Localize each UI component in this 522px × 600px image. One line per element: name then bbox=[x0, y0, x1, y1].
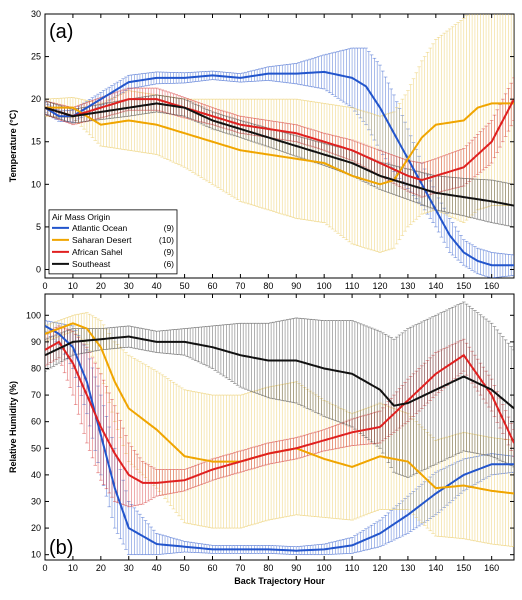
x-tick-label: 100 bbox=[317, 563, 332, 573]
x-tick-label: 30 bbox=[124, 563, 134, 573]
y-tick-label: 60 bbox=[31, 417, 41, 427]
y-tick-label: 15 bbox=[31, 137, 41, 147]
y-tick-label: 50 bbox=[31, 443, 41, 453]
x-tick-label: 50 bbox=[180, 281, 190, 291]
x-tick-label: 60 bbox=[207, 563, 217, 573]
y-tick-label: 5 bbox=[36, 222, 41, 232]
x-tick-label: 100 bbox=[317, 281, 332, 291]
panel-b-relative-humidity: 0 10 20 30 40 50 60 70 80 90 100 110 120 130 140 150 160… bbox=[8, 293, 515, 586]
x-tick-label: 150 bbox=[456, 281, 471, 291]
series-line-southeast bbox=[45, 335, 514, 410]
x-tick-label: 160 bbox=[484, 563, 499, 573]
x-tick-label: 120 bbox=[372, 281, 387, 291]
x-tick-label: 10 bbox=[68, 281, 78, 291]
x-tick-label: 150 bbox=[456, 563, 471, 573]
x-tick-label: 130 bbox=[400, 563, 415, 573]
y-tick-label: 0 bbox=[36, 264, 41, 274]
legend-entry-label: Saharan Desert bbox=[72, 235, 132, 245]
legend-title: Air Mass Origin bbox=[52, 212, 110, 222]
y-tick-label: 25 bbox=[31, 52, 41, 62]
plot-area bbox=[45, 14, 514, 278]
x-tick-label: 80 bbox=[263, 281, 273, 291]
y-axis-label: Temperature (°C) bbox=[8, 110, 18, 182]
y-tick-label: 40 bbox=[31, 470, 41, 480]
y-tick-label: 20 bbox=[31, 523, 41, 533]
y-axis-label: Relative Humidity (%) bbox=[8, 381, 18, 473]
x-tick-label: 70 bbox=[235, 281, 245, 291]
x-tick-label: 140 bbox=[428, 281, 443, 291]
x-tick-label: 130 bbox=[400, 281, 415, 291]
x-tick-label: 40 bbox=[152, 281, 162, 291]
x-tick-label: 90 bbox=[291, 563, 301, 573]
series-line-african-sahel bbox=[45, 340, 514, 484]
plot-area bbox=[45, 301, 514, 556]
x-tick-label: 10 bbox=[68, 563, 78, 573]
x-tick-label: 0 bbox=[42, 563, 47, 573]
x-tick-label: 110 bbox=[345, 563, 359, 573]
series-line-atlantic-ocean bbox=[45, 325, 514, 552]
panel-a-temperature: 0 10 20 30 40 50 60 70 80 90 100 110 120 130 140 150 160… bbox=[8, 9, 515, 291]
x-axis-label: Back Trajectory Hour bbox=[234, 576, 325, 586]
series-line-saharan-desert bbox=[45, 102, 514, 186]
legend-entry-label: Southeast bbox=[72, 259, 111, 269]
x-tick-label: 30 bbox=[124, 281, 134, 291]
legend-entry-count: (9) bbox=[164, 223, 175, 233]
x-tick-label: 60 bbox=[207, 281, 217, 291]
series-line-african-sahel bbox=[45, 98, 514, 182]
x-tick-label: 70 bbox=[235, 563, 245, 573]
y-tick-label: 30 bbox=[31, 496, 41, 506]
y-tick-label: 100 bbox=[26, 310, 41, 320]
x-tick-label: 0 bbox=[42, 281, 47, 291]
y-tick-label: 70 bbox=[31, 390, 41, 400]
panel-label: (a) bbox=[49, 21, 73, 43]
x-tick-label: 20 bbox=[96, 563, 106, 573]
y-tick-label: 30 bbox=[31, 9, 41, 19]
x-tick-label: 160 bbox=[484, 281, 499, 291]
y-tick-label: 20 bbox=[31, 94, 41, 104]
y-tick-label: 10 bbox=[31, 179, 41, 189]
y-tick-label: 90 bbox=[31, 337, 41, 347]
x-tick-label: 80 bbox=[263, 563, 273, 573]
legend-entry-count: (9) bbox=[164, 247, 175, 257]
x-tick-label: 110 bbox=[345, 281, 359, 291]
legend-entry-label: African Sahel bbox=[72, 247, 123, 257]
x-tick-label: 140 bbox=[428, 563, 443, 573]
panel-label: (b) bbox=[49, 537, 73, 559]
legend-entry-count: (10) bbox=[159, 235, 174, 245]
legend-box bbox=[48, 209, 178, 275]
x-tick-label: 90 bbox=[291, 281, 301, 291]
y-tick-label: 10 bbox=[31, 550, 41, 560]
x-tick-label: 40 bbox=[152, 563, 162, 573]
series-line-southeast bbox=[45, 102, 514, 207]
x-tick-label: 50 bbox=[180, 563, 190, 573]
x-tick-label: 20 bbox=[96, 281, 106, 291]
legend-entry-count: (6) bbox=[164, 259, 175, 269]
legend-entry-label: Atlantic Ocean bbox=[72, 223, 128, 233]
y-tick-label: 80 bbox=[31, 363, 41, 373]
series-line-atlantic-ocean bbox=[45, 70, 514, 267]
x-tick-label: 120 bbox=[372, 563, 387, 573]
